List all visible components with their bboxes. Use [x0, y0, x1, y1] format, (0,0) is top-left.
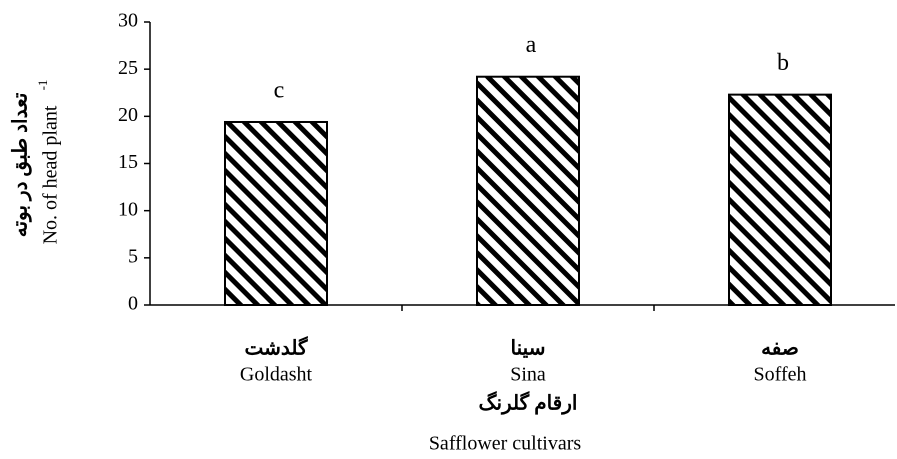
y-tick-label: 20: [118, 104, 138, 126]
y-axis-label-superscript: -1: [35, 80, 50, 91]
y-tick-label: 0: [128, 293, 138, 315]
annotation: b: [777, 50, 789, 76]
y-tick-label: 30: [118, 10, 138, 32]
annotation: c: [274, 77, 285, 103]
x-axis-label-persian: ارقام گلرنگ: [479, 391, 578, 416]
x-tick-label-persian: سینا: [511, 338, 546, 360]
annotation: a: [526, 32, 537, 58]
bar: [728, 93, 832, 306]
x-tick-label: Sina: [510, 364, 546, 386]
x-tick-label-persian: گلدشت: [244, 336, 308, 360]
x-tick-label-persian: صفه: [761, 338, 799, 360]
x-tick-label: Soffeh: [754, 364, 807, 386]
x-axis-label: Safflower cultivars: [429, 433, 582, 455]
y-tick-label: 25: [118, 57, 138, 79]
y-axis-label: No. of head plant: [40, 105, 62, 244]
y-axis-label-persian: تعداد طبق در بوته: [10, 92, 33, 237]
x-tick-label: Goldasht: [240, 364, 313, 386]
y-tick-label: 15: [118, 151, 138, 173]
bar: [476, 75, 580, 306]
y-tick-label: 10: [118, 198, 138, 220]
bar: [224, 120, 328, 306]
y-tick-label: 5: [128, 245, 138, 267]
